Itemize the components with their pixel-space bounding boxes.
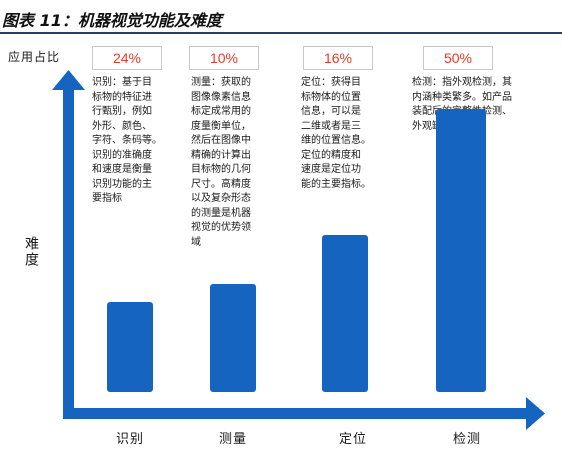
x-axis-arrow [526, 397, 545, 430]
figure-title: 图表 11：机器视觉功能及难度 [0, 8, 562, 34]
share-label-measurement: 10% [189, 46, 259, 70]
share-label-positioning: 16% [303, 46, 373, 70]
y-axis-arrow [52, 70, 85, 90]
y-axis-label-difficulty: 难度 [23, 236, 39, 268]
bar-inspection [436, 108, 486, 392]
bar-recognition [107, 302, 153, 392]
y-axis-line [63, 86, 74, 418]
x-tick-recognition: 识别 [115, 432, 144, 447]
bar-measurement [210, 284, 256, 392]
share-label-inspection: 50% [423, 46, 493, 70]
x-tick-measurement: 测量 [218, 432, 247, 447]
x-axis-line [63, 408, 529, 419]
x-tick-inspection: 检测 [452, 432, 481, 447]
y-axis-label-share: 应用占比 [8, 50, 61, 64]
bar-positioning [322, 234, 368, 392]
x-tick-positioning: 定位 [338, 432, 367, 447]
share-label-recognition: 24% [92, 46, 162, 70]
desc-measurement: 测量：获取的 图像像素信息 标定成常用的 度量衡单位， 然后在图像中 精确的计算… [191, 77, 251, 248]
desc-recognition: 识别：基于目 标物的特征进 行甄别，例如 外形、颜色、 字符、条码等。 识别的准… [92, 77, 162, 204]
desc-positioning: 定位：获得目 标物体的位置 信息，可以是 二维或者是三 维的位置信息。 定位的精… [301, 77, 371, 190]
